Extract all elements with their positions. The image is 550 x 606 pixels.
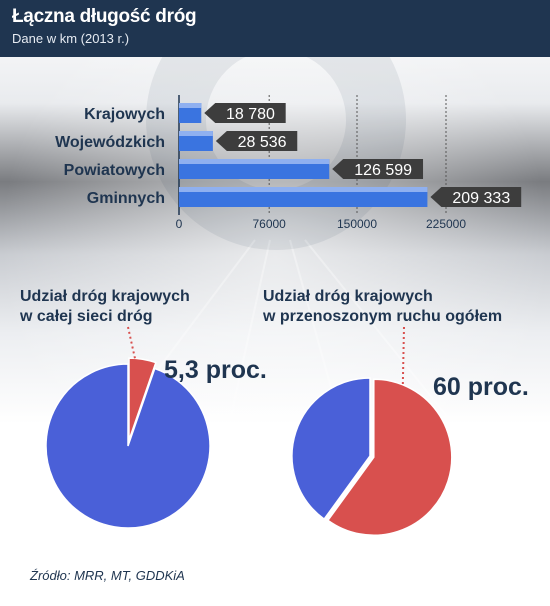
header-bar: Łączna długość dróg Dane w km (2013 r.) — [0, 0, 550, 57]
pie1-title: Udział dróg krajowych w całej sieci dróg — [20, 287, 190, 327]
pie-slice-highlight — [326, 378, 453, 536]
pie1-percentage: 5,3 proc. — [164, 356, 267, 384]
pie1-title-line-2: w całej sieci dróg — [20, 308, 153, 325]
bar-highlight — [179, 187, 428, 192]
pie2-percentage: 60 proc. — [433, 373, 529, 401]
bar-highlight — [179, 131, 213, 136]
pie-slice-rest — [45, 363, 211, 529]
pie-slice-rest — [291, 377, 371, 521]
value-label: 209 333 — [452, 190, 510, 207]
x-tick-label: 225000 — [426, 217, 466, 231]
value-label-box — [332, 159, 424, 179]
value-label: 126 599 — [354, 162, 412, 179]
bar-chart: Krajowych 18 780 Wojewódzkich 28 536 Powiato… — [55, 95, 522, 231]
bar-highlight — [179, 103, 202, 108]
x-tick-label: 150000 — [337, 217, 377, 231]
x-tick-label: 76000 — [252, 217, 286, 231]
x-tick-label: 0 — [176, 217, 183, 231]
bar-highlight — [179, 159, 330, 164]
value-label: 18 780 — [226, 106, 275, 123]
chart-title: Łączna długość dróg — [12, 6, 197, 27]
category-label: Krajowych — [84, 106, 165, 123]
pie2-title-line-1: Udział dróg krajowych — [263, 288, 433, 305]
pie-chart-traffic-share — [291, 377, 453, 536]
source-note: Źródło: MRR, MT, GDDKiA — [30, 568, 185, 583]
value-label-box — [215, 131, 298, 151]
category-label: Powiatowych — [64, 162, 165, 179]
chart-subtitle: Dane w km (2013 r.) — [12, 31, 130, 46]
category-label: Gminnych — [87, 190, 165, 207]
pie-slice-highlight — [128, 357, 157, 441]
pie2-title-line-2: w przenoszonym ruchu ogółem — [263, 308, 503, 325]
category-label: Wojewódzkich — [55, 134, 165, 151]
value-label-box — [204, 103, 286, 123]
pie2-leader-line — [401, 326, 405, 426]
pie2-title: Udział dróg krajowych w przenoszonym ruc… — [263, 287, 502, 327]
pie-chart-network-share — [45, 357, 211, 529]
value-label-box — [430, 187, 522, 207]
value-label: 28 536 — [238, 134, 287, 151]
pie1-title-line-1: Udział dróg krajowych — [20, 288, 190, 305]
